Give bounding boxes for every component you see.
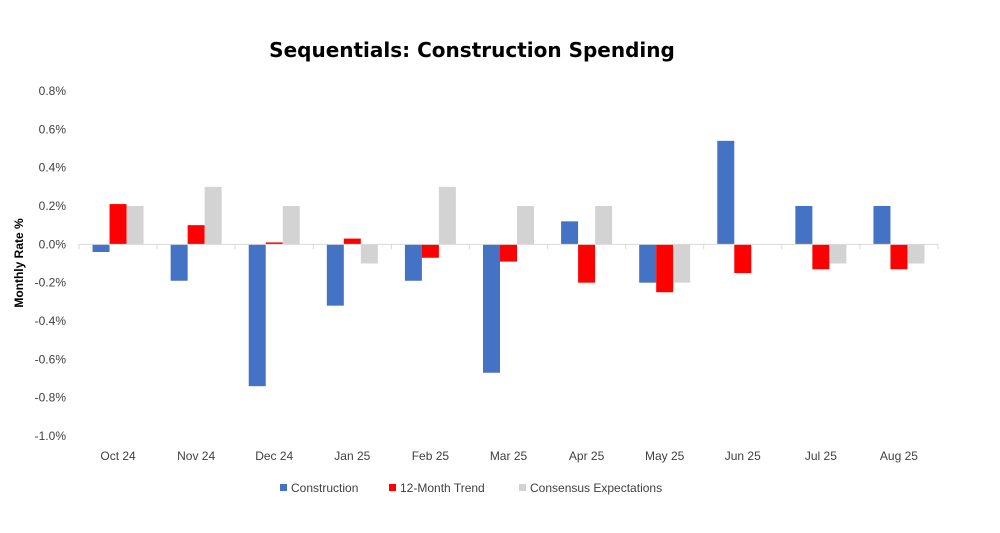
bar-consensus-expectations-mar-25 — [517, 206, 534, 245]
bar-12-month-trend-feb-25 — [421, 244, 439, 258]
x-tick-label: Oct 24 — [100, 449, 136, 463]
legend-swatch — [280, 484, 287, 491]
x-tick-label: May 25 — [645, 449, 685, 463]
legend-swatch — [389, 484, 396, 491]
bar-construction-nov-24 — [170, 244, 188, 281]
x-tick-label: Jul 25 — [805, 449, 837, 463]
y-axis-label: Monthly Rate % — [12, 218, 26, 308]
chart-title: Sequentials: Construction Spending — [269, 38, 675, 62]
bar-consensus-expectations-aug-25 — [907, 244, 925, 264]
bar-12-month-trend-mar-25 — [500, 244, 517, 262]
y-tick-label: -0.6% — [35, 352, 67, 366]
y-tick-label: 0.2% — [39, 199, 67, 213]
bar-consensus-expectations-dec-24 — [282, 206, 300, 245]
x-tick-label: Mar 25 — [490, 449, 528, 463]
bar-consensus-expectations-apr-25 — [595, 206, 613, 245]
bar-construction-dec-24 — [248, 244, 266, 387]
x-tick-label: Jun 25 — [725, 449, 761, 463]
bar-12-month-trend-may-25 — [656, 244, 674, 293]
y-tick-label: -0.4% — [35, 314, 67, 328]
bar-consensus-expectations-nov-24 — [204, 186, 222, 245]
y-tick-label: -1.0% — [35, 429, 67, 443]
bar-construction-jan-25 — [326, 244, 344, 306]
bar-12-month-trend-apr-25 — [578, 244, 596, 283]
bar-construction-jul-25 — [795, 206, 813, 245]
y-tick-label: 0.8% — [39, 84, 67, 98]
bar-construction-jun-25 — [717, 140, 735, 245]
bar-consensus-expectations-jul-25 — [829, 244, 847, 264]
legend-label: 12-Month Trend — [400, 481, 485, 495]
bar-construction-oct-24 — [92, 244, 110, 252]
bar-12-month-trend-jul-25 — [812, 244, 830, 270]
bar-12-month-trend-jun-25 — [734, 244, 752, 274]
y-tick-label: 0.4% — [39, 161, 67, 175]
bar-12-month-trend-jan-25 — [343, 238, 361, 245]
bar-construction-mar-25 — [483, 244, 500, 373]
x-tick-label: Dec 24 — [255, 449, 293, 463]
bar-construction-apr-25 — [561, 221, 579, 245]
legend-label: Consensus Expectations — [530, 481, 662, 495]
bar-construction-aug-25 — [873, 206, 891, 245]
y-tick-label: -0.8% — [35, 391, 67, 405]
bar-12-month-trend-aug-25 — [890, 244, 908, 270]
y-tick-label: 0.0% — [39, 237, 67, 251]
legend-label: Construction — [291, 481, 358, 495]
y-tick-label: 0.6% — [39, 122, 67, 136]
bar-12-month-trend-dec-24 — [265, 242, 283, 245]
legend-swatch — [519, 484, 526, 491]
x-tick-label: Nov 24 — [177, 449, 215, 463]
bar-12-month-trend-nov-24 — [187, 225, 205, 245]
bar-consensus-expectations-oct-24 — [126, 206, 144, 245]
bar-12-month-trend-oct-24 — [109, 204, 127, 245]
bar-consensus-expectations-feb-25 — [438, 186, 456, 245]
bar-construction-may-25 — [639, 244, 657, 283]
bar-consensus-expectations-jan-25 — [360, 244, 378, 264]
x-tick-label: Jan 25 — [334, 449, 370, 463]
x-tick-label: Apr 25 — [569, 449, 605, 463]
x-tick-label: Feb 25 — [412, 449, 450, 463]
x-tick-label: Aug 25 — [880, 449, 918, 463]
y-tick-label: -0.2% — [35, 276, 67, 290]
bar-consensus-expectations-may-25 — [673, 244, 691, 283]
bar-construction-feb-25 — [404, 244, 422, 281]
